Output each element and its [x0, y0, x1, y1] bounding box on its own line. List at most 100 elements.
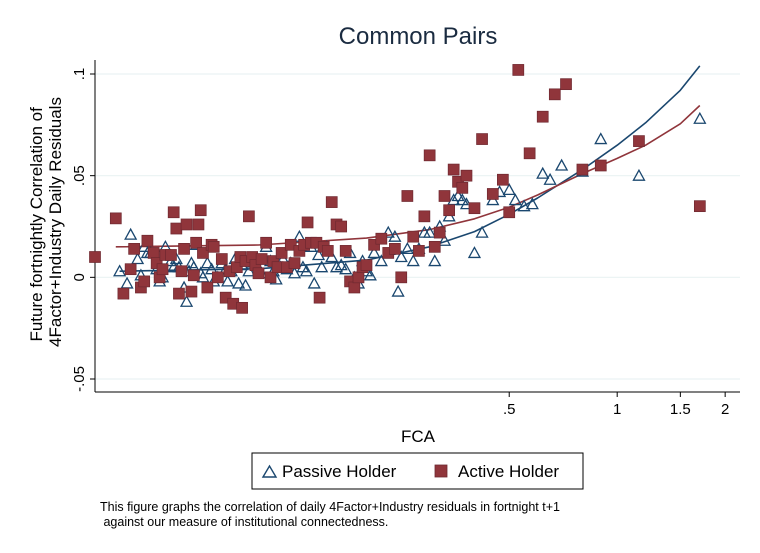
passive-holder-point-52 — [299, 264, 314, 277]
passive-holder-point-92 — [508, 193, 522, 206]
active-holder-point-25 — [197, 247, 209, 259]
passive-holder-point-78 — [423, 225, 437, 238]
active-holder-point-56 — [313, 291, 326, 304]
passive-holder-point-55 — [311, 248, 326, 261]
chart-container: Common Pairs -.05 0 .05 .1 .5 1 1.5 2 FCA Futu… — [27, 23, 740, 490]
active-holder-point-18 — [178, 243, 190, 255]
passive-holder-point-88 — [475, 225, 489, 238]
passive-holder-point-100 — [632, 168, 646, 181]
active-holder-point-6 — [138, 275, 151, 288]
active-holder-point-29 — [211, 271, 224, 284]
active-holder-point-42 — [255, 253, 268, 265]
passive-holder-point-0 — [113, 264, 127, 277]
scatter-chart: Common Pairs -.05 0 .05 .1 .5 1 1.5 2 FCA Futu… — [27, 23, 740, 490]
active-holder-point-43 — [260, 236, 272, 249]
passive-holder-point-94 — [525, 197, 539, 210]
active-holder-point-19 — [180, 218, 193, 231]
passive-holder-point-72 — [391, 284, 405, 297]
passive-holder-point-67 — [363, 268, 377, 281]
active-holder-point-76 — [418, 210, 431, 223]
active-holder-point-20 — [185, 285, 198, 298]
figure-caption: This figure graphs the correlation of da… — [100, 500, 740, 530]
passive-holder-point-68 — [367, 246, 381, 259]
active-holder-point-1 — [109, 212, 122, 225]
passive-holder-point-3 — [130, 252, 145, 265]
active-holder-point-74 — [407, 230, 420, 243]
active-holder-point-65 — [352, 271, 365, 284]
active-holder-point-91 — [512, 64, 525, 76]
x-tick-label-3: 2 — [721, 401, 729, 418]
legend-passive-marker — [261, 464, 278, 478]
active-holder-point-61 — [335, 220, 348, 233]
legend-passive-label: Passive Holder — [282, 462, 397, 481]
active-holder-point-81 — [443, 204, 455, 217]
active-holder-point-73 — [401, 190, 414, 202]
active-holder-point-9 — [150, 257, 163, 269]
y-tick-label-0: -.05 — [71, 366, 88, 392]
passive-holder-point-25 — [205, 262, 219, 275]
active-holder-point-2 — [117, 287, 130, 300]
active-holder-point-11 — [156, 263, 169, 276]
passive-holder-point-33 — [232, 276, 246, 289]
active-holder-point-97 — [594, 159, 607, 172]
passive-holder-point-81 — [437, 233, 452, 246]
active-holder-point-85 — [460, 169, 473, 182]
active-holder-point-58 — [321, 245, 334, 257]
active-holder-point-0 — [89, 251, 101, 263]
passive-holder-point-24 — [200, 256, 214, 269]
active-holder-point-26 — [201, 281, 214, 294]
y-tick-label-1: 0 — [71, 273, 88, 281]
passive-holder-point-59 — [329, 260, 344, 273]
active-holder-point-72 — [395, 271, 408, 284]
active-holder-point-98 — [633, 135, 645, 147]
passive-holder-point-74 — [400, 242, 414, 255]
active-holder-point-84 — [456, 182, 469, 194]
active-holder-point-93 — [536, 110, 549, 123]
active-holder-point-36 — [236, 301, 248, 314]
y-axis-title-line-1: Future fortnightly Correlation of — [27, 107, 46, 342]
active-holder-point-28 — [207, 240, 220, 253]
active-holder-point-41 — [252, 267, 265, 280]
active-holder-point-82 — [447, 163, 460, 176]
active-holder-point-23 — [192, 218, 205, 231]
passive-holder-point-84 — [451, 189, 465, 202]
active-holder-point-71 — [389, 243, 401, 255]
active-holder-point-80 — [438, 190, 451, 202]
passive-holder-point-2 — [124, 227, 138, 240]
passive-holder-fit-line — [119, 65, 701, 272]
active-holder-point-95 — [560, 78, 572, 91]
passive-holder-point-56 — [315, 260, 329, 273]
active-holder-point-50 — [288, 257, 301, 269]
active-holder-point-75 — [413, 245, 425, 257]
passive-holder-point-87 — [467, 246, 482, 259]
legend-active-label: Active Holder — [458, 462, 559, 481]
active-holder-point-38 — [243, 210, 255, 223]
active-holder-point-89 — [497, 173, 509, 186]
passive-holder-point-95 — [536, 166, 550, 179]
active-holder-point-44 — [264, 271, 277, 284]
y-axis-title: Future fortnightly Correlation of 4Facto… — [27, 97, 65, 347]
passive-holder-point-17 — [179, 294, 194, 307]
y-axis-ticks: -.05 0 .05 .1 — [71, 68, 95, 392]
active-holder-point-53 — [301, 216, 314, 229]
chart-title: Common Pairs — [339, 23, 498, 50]
active-holder-point-96 — [576, 163, 589, 176]
caption-line-1: This figure graphs the correlation of da… — [100, 500, 560, 514]
legend-active-marker — [434, 464, 448, 478]
active-holder-point-7 — [141, 234, 154, 247]
y-axis-title-line-2: 4Factor+Industry Daily Residuals — [46, 97, 65, 347]
passive-holder-point-61 — [339, 262, 353, 275]
passive-holder-point-99 — [594, 132, 608, 145]
active-holder-point-47 — [275, 247, 288, 259]
passive-holder-point-97 — [555, 158, 569, 171]
active-holder-point-68 — [368, 238, 380, 251]
passive-holder-point-30 — [221, 274, 235, 287]
active-holder-point-8 — [147, 247, 160, 259]
passive-holder-point-69 — [374, 254, 388, 267]
passive-holder-point-93 — [517, 199, 531, 212]
active-holder-point-87 — [476, 133, 488, 145]
passive-holder-point-75 — [406, 254, 420, 267]
active-holder-point-24 — [194, 204, 207, 217]
passive-holder-point-101 — [693, 111, 707, 124]
legend: Passive Holder Active Holder — [251, 452, 584, 490]
